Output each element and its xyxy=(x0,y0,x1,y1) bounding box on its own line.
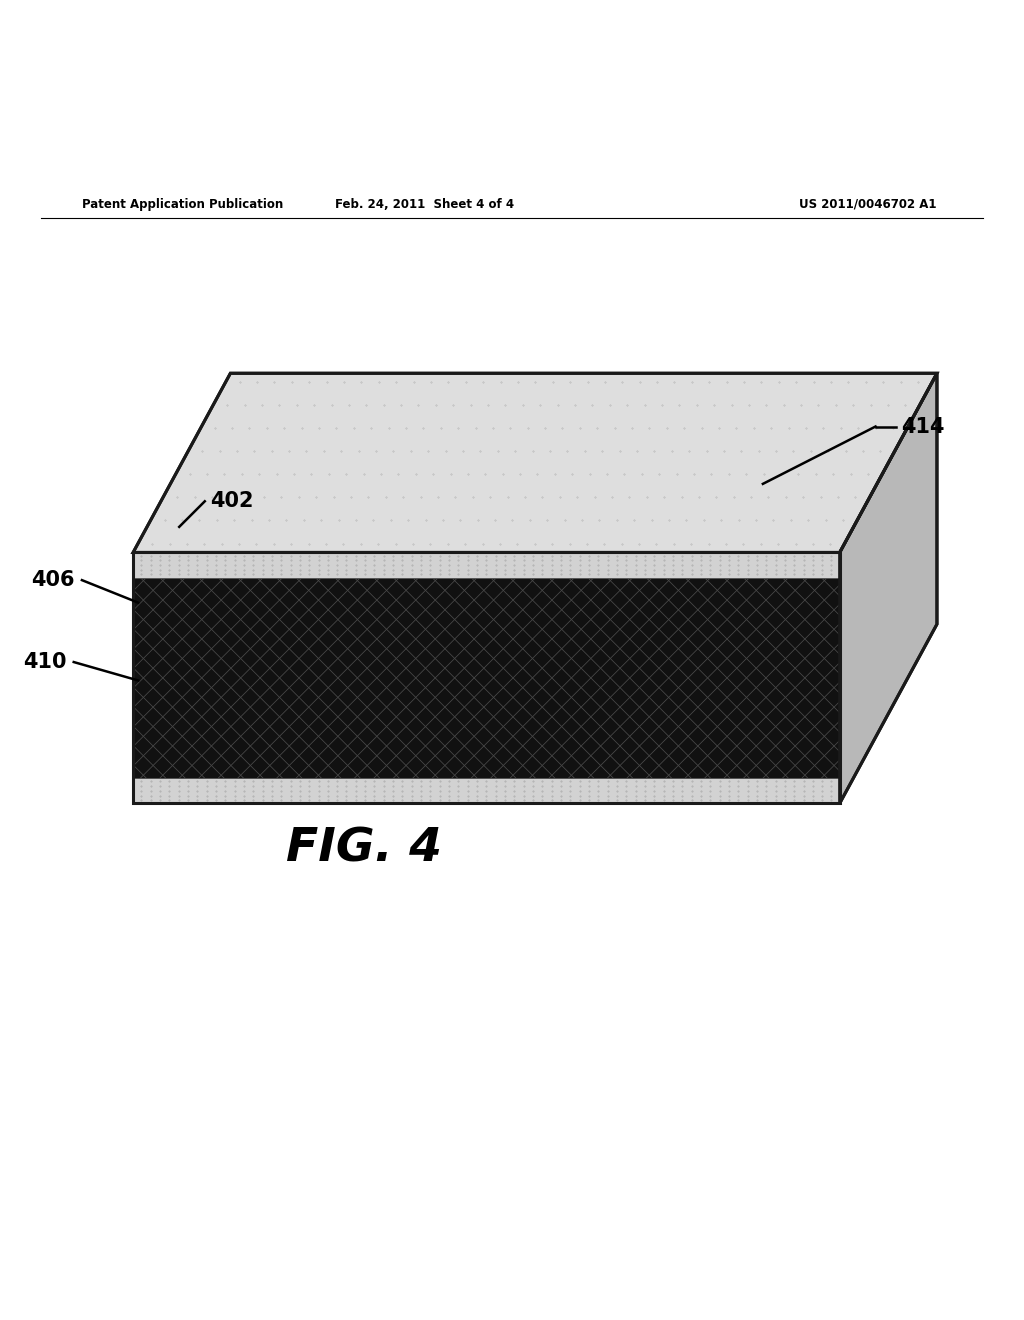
Polygon shape xyxy=(133,578,840,779)
Text: FIG. 4: FIG. 4 xyxy=(286,826,441,873)
Text: 402: 402 xyxy=(210,491,253,511)
Text: 410: 410 xyxy=(24,652,67,672)
Polygon shape xyxy=(133,553,840,578)
Text: US 2011/0046702 A1: US 2011/0046702 A1 xyxy=(799,198,936,211)
Text: 406: 406 xyxy=(32,570,75,590)
Polygon shape xyxy=(840,374,937,804)
Polygon shape xyxy=(133,779,840,804)
Polygon shape xyxy=(133,374,937,553)
Text: Feb. 24, 2011  Sheet 4 of 4: Feb. 24, 2011 Sheet 4 of 4 xyxy=(336,198,514,211)
Text: 414: 414 xyxy=(901,417,944,437)
Text: Patent Application Publication: Patent Application Publication xyxy=(82,198,284,211)
